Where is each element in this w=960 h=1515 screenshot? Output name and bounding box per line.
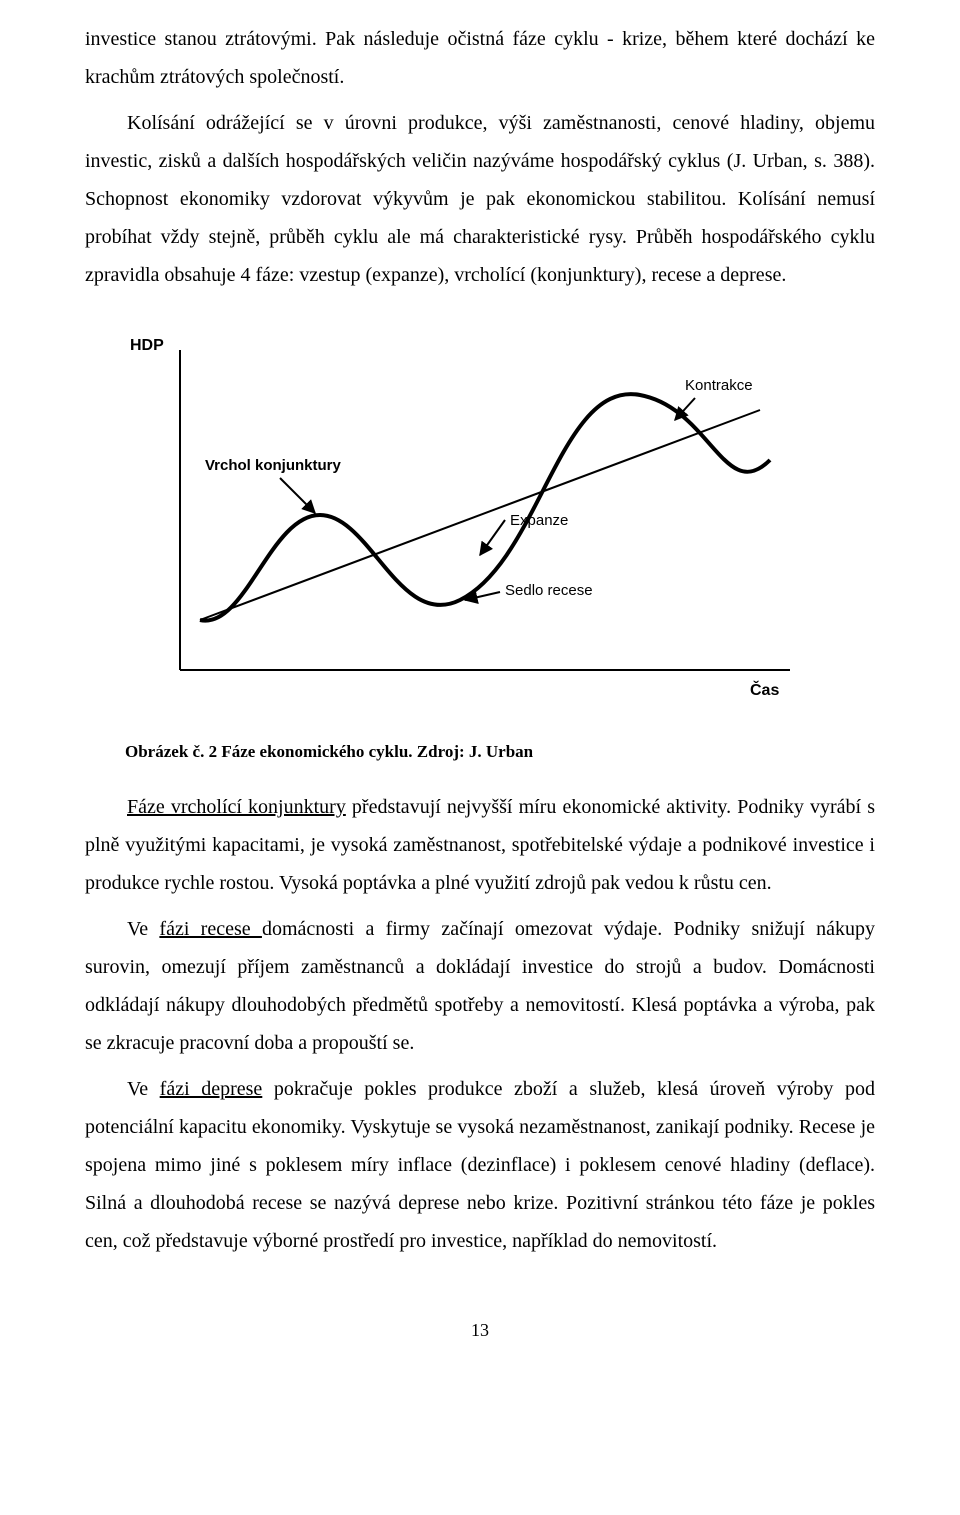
paragraph-3: Fáze vrcholící konjunktury představují n… [85,788,875,902]
expansion-label: Expanze [510,512,568,529]
contraction-label: Kontrakce [685,377,753,394]
economic-cycle-figure: HDP Čas Vrchol konjunktury Expanze Sedlo… [85,320,875,720]
paragraph-5: Ve fázi deprese pokračuje pokles produkc… [85,1070,875,1260]
trough-label: Sedlo recese [505,582,593,599]
y-axis-label: HDP [130,337,164,354]
peak-label: Vrchol konjunktury [205,457,342,474]
phase-peak-term: Fáze vrcholící konjunktury [127,796,346,818]
paragraph-5-rest: pokračuje pokles produkce zboží a služeb… [85,1078,875,1252]
figure-caption: Obrázek č. 2 Fáze ekonomického cyklu. Zd… [125,742,875,762]
x-axis-label: Čas [750,680,779,699]
figure-svg: HDP Čas Vrchol konjunktury Expanze Sedlo… [110,320,850,720]
document-page: investice stanou ztrátovými. Pak následu… [0,0,960,1381]
paragraph-2: Kolísání odrážející se v úrovni produkce… [85,104,875,294]
paragraph-4-pre: Ve [127,918,159,940]
phase-recession-term: fázi recese [159,918,262,940]
expansion-arrow [480,520,505,555]
peak-arrow [280,478,315,513]
phase-depression-term: fázi deprese [160,1078,263,1100]
paragraph-5-pre: Ve [127,1078,160,1100]
paragraph-4: Ve fázi recese domácnosti a firmy začína… [85,910,875,1062]
cycle-curve [200,394,770,621]
paragraph-1: investice stanou ztrátovými. Pak následu… [85,20,875,96]
page-number: 13 [85,1320,875,1341]
